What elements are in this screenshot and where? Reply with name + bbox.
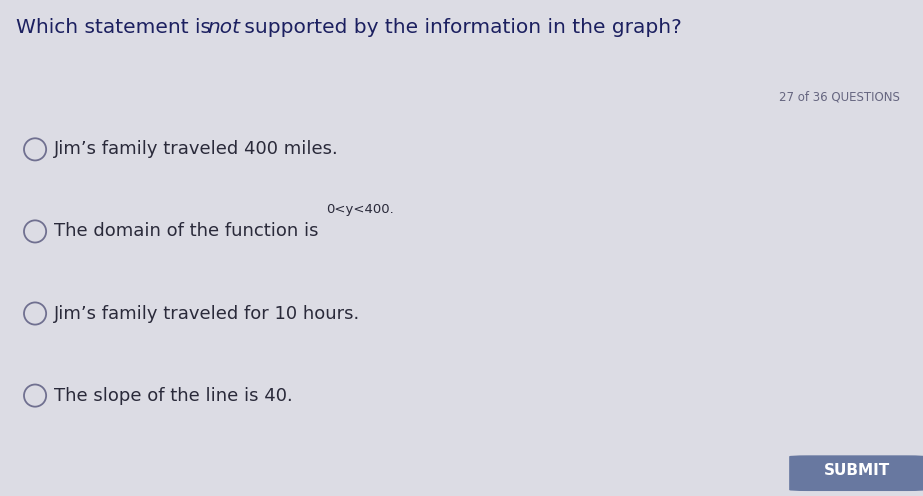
Text: supported by the information in the graph?: supported by the information in the grap… (238, 18, 682, 37)
Text: Jim’s family traveled 400 miles.: Jim’s family traveled 400 miles. (54, 140, 339, 158)
Text: 0<y<400.: 0<y<400. (326, 203, 393, 216)
Text: 27 of 36 QUESTIONS: 27 of 36 QUESTIONS (779, 91, 900, 104)
Text: The domain of the function is: The domain of the function is (54, 222, 324, 241)
Text: Jim’s family traveled for 10 hours.: Jim’s family traveled for 10 hours. (54, 305, 360, 322)
Text: SUBMIT: SUBMIT (824, 463, 891, 478)
Text: Which statement is: Which statement is (16, 18, 210, 37)
Text: The slope of the line is 40.: The slope of the line is 40. (54, 386, 293, 405)
Text: not: not (208, 18, 241, 37)
FancyBboxPatch shape (789, 455, 923, 491)
